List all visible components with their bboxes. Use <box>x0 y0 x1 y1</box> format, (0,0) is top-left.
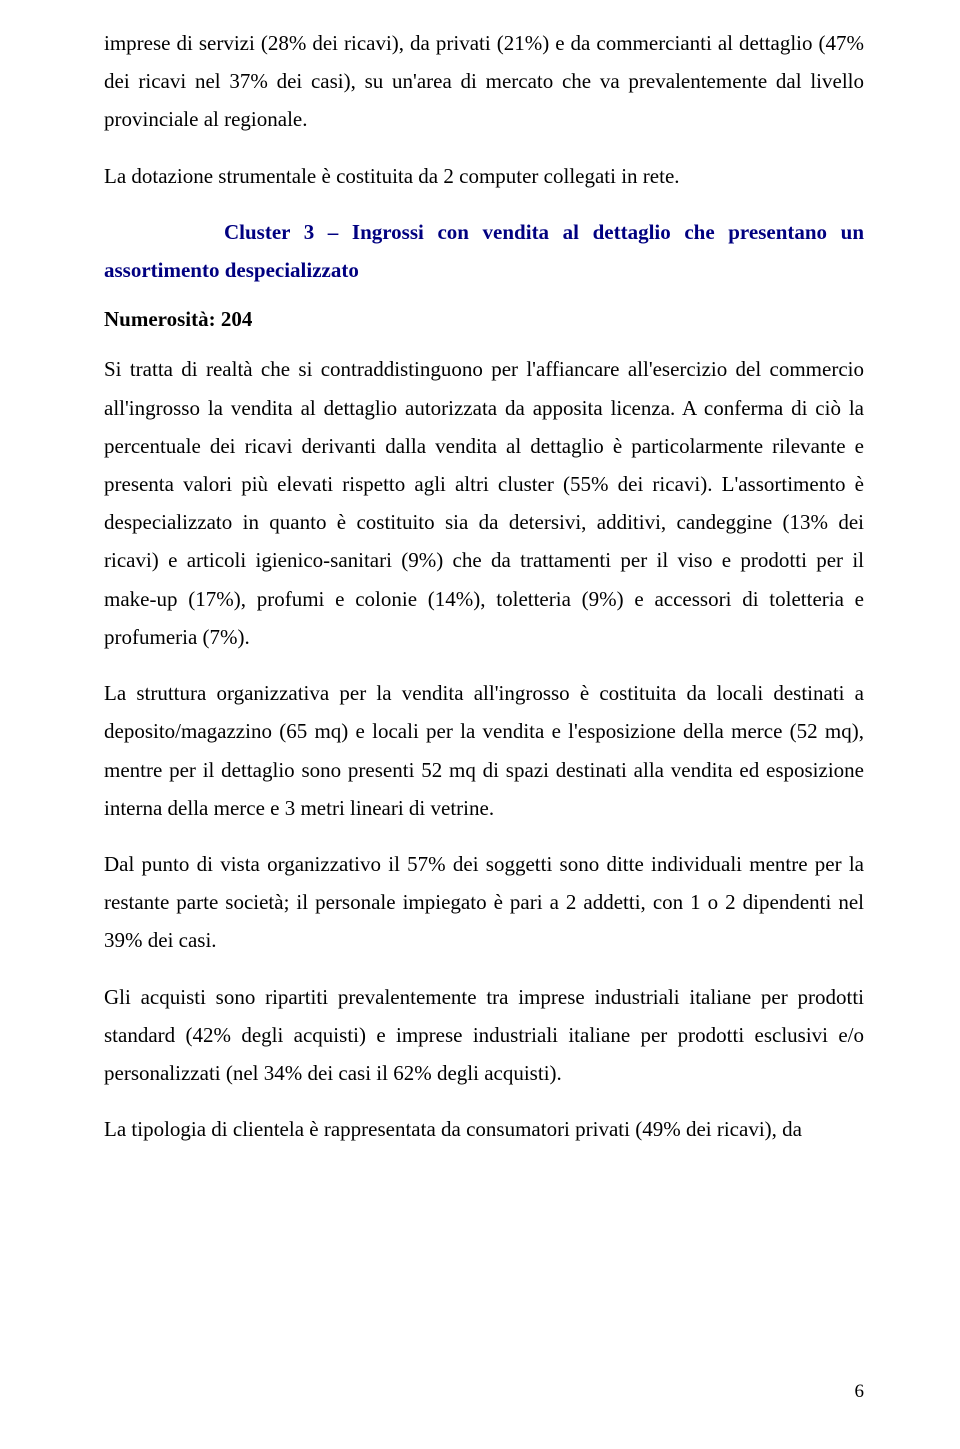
numerosita-label: Numerosità: 204 <box>104 307 864 332</box>
paragraph-body-5: La tipologia di clientela è rappresentat… <box>104 1110 864 1148</box>
paragraph-body-2: La struttura organizzativa per la vendit… <box>104 674 864 827</box>
paragraph-body-4: Gli acquisti sono ripartiti prevalenteme… <box>104 978 864 1093</box>
cluster-title: Cluster 3 – Ingrossi con vendita al dett… <box>104 213 864 289</box>
paragraph-body-3: Dal punto di vista organizzativo il 57% … <box>104 845 864 960</box>
page-number: 6 <box>855 1381 865 1403</box>
cluster-title-text: Cluster 3 – Ingrossi con vendita al dett… <box>104 220 864 282</box>
paragraph-body-1: Si tratta di realtà che si contraddistin… <box>104 350 864 656</box>
paragraph-dotazione: La dotazione strumentale è costituita da… <box>104 157 864 195</box>
paragraph-intro: imprese di servizi (28% dei ricavi), da … <box>104 24 864 139</box>
document-page: imprese di servizi (28% dei ricavi), da … <box>0 0 960 1449</box>
